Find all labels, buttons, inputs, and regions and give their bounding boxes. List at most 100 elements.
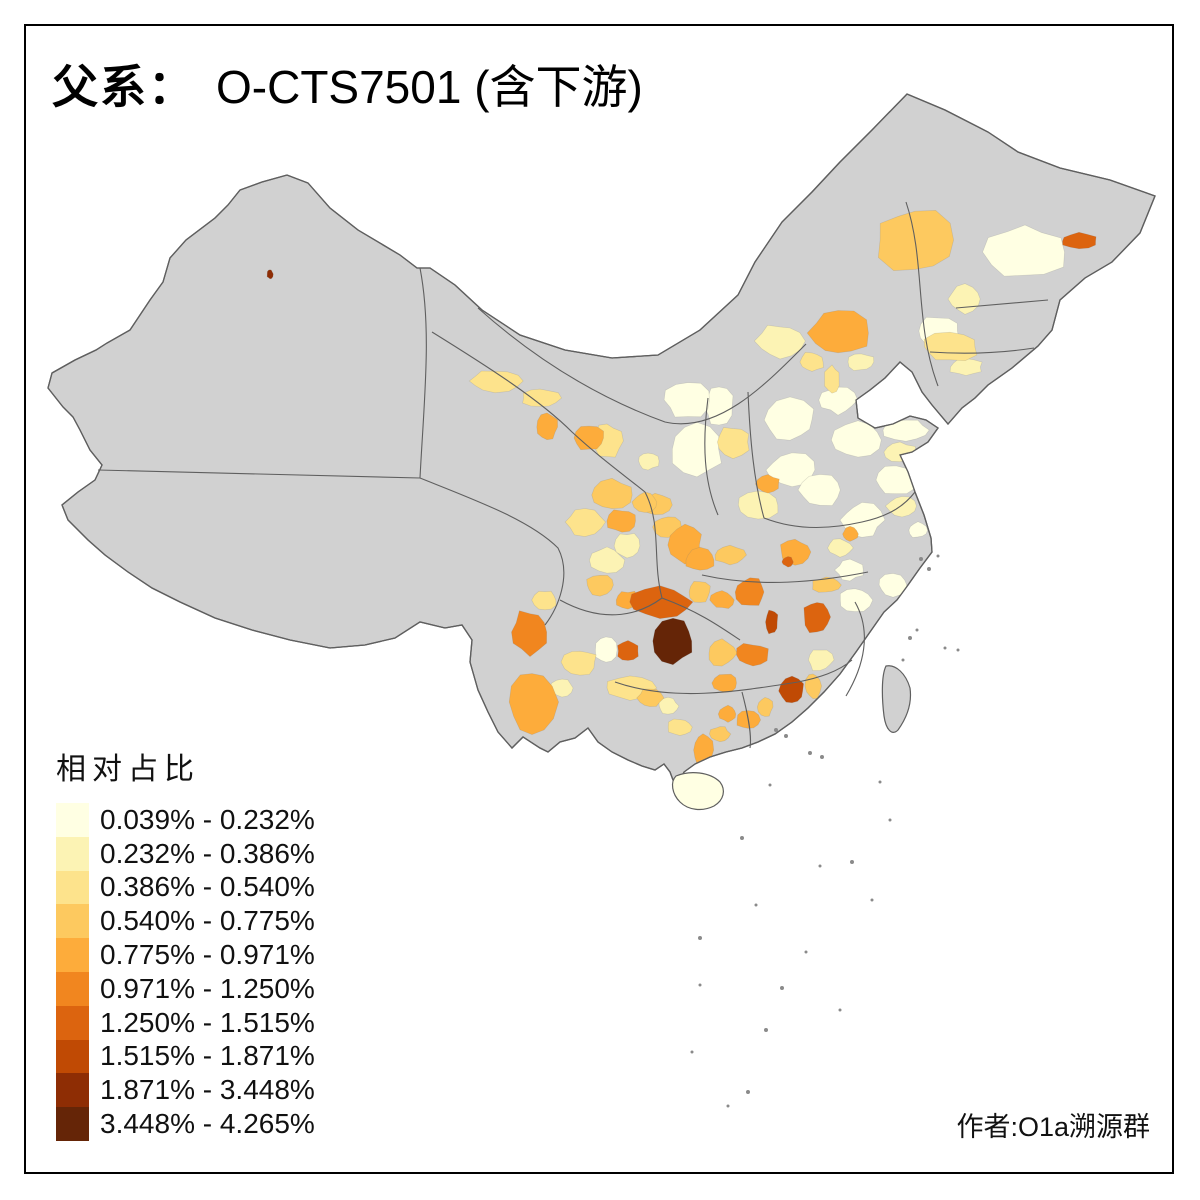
islet bbox=[698, 936, 702, 940]
islet bbox=[726, 1104, 730, 1108]
region-jiangsu-s bbox=[908, 521, 928, 538]
islet bbox=[808, 751, 812, 755]
region-ordos bbox=[663, 382, 710, 418]
legend-row-2: 0.232% - 0.386% bbox=[56, 836, 315, 871]
region-qiandongnan bbox=[708, 638, 738, 667]
region-changsha bbox=[803, 602, 831, 634]
islet bbox=[768, 783, 772, 787]
region-shanxi-c bbox=[717, 427, 750, 460]
islet bbox=[870, 898, 874, 902]
legend-label: 1.250% - 1.515% bbox=[100, 1006, 315, 1038]
islet bbox=[919, 557, 923, 561]
region-xinjiang-spot bbox=[266, 269, 274, 280]
region-puer bbox=[508, 673, 559, 735]
legend-swatch bbox=[56, 870, 89, 905]
region-hebei-e bbox=[818, 386, 859, 416]
region-fujian-w bbox=[855, 651, 883, 673]
legend-row-7: 1.250% - 1.515% bbox=[56, 1005, 315, 1040]
islet bbox=[850, 860, 854, 864]
islet bbox=[784, 734, 788, 738]
legend-swatch bbox=[56, 1073, 89, 1108]
region-leshan bbox=[586, 574, 614, 597]
legend-swatch bbox=[56, 836, 89, 871]
region-hechi bbox=[658, 696, 680, 715]
islet bbox=[927, 567, 931, 571]
legend-label: 0.540% - 0.775% bbox=[100, 905, 315, 937]
legend-label: 0.386% - 0.540% bbox=[100, 871, 315, 903]
islet bbox=[915, 628, 919, 632]
hainan-island bbox=[671, 772, 724, 811]
region-guilin-s bbox=[711, 673, 737, 693]
region-jiangxi-n bbox=[839, 588, 874, 612]
legend-row-10: 3.448% - 4.265% bbox=[56, 1107, 315, 1141]
sea-islets bbox=[690, 554, 960, 1108]
legend-label: 3.448% - 4.265% bbox=[100, 1108, 315, 1140]
region-henan-o bbox=[755, 474, 780, 494]
region-jiangxi-c bbox=[808, 649, 835, 671]
legend-row-1: 0.039% - 0.232% bbox=[56, 803, 315, 837]
legend-swatch bbox=[56, 1005, 89, 1040]
attribution: 作者:O1a溯源群 bbox=[956, 1112, 1150, 1142]
legend-row-8: 1.515% - 1.871% bbox=[56, 1039, 315, 1074]
region-zhangjiakou bbox=[753, 324, 806, 360]
islet bbox=[774, 728, 778, 732]
map-title-chinese: 父系： bbox=[52, 62, 196, 113]
legend-swatch bbox=[56, 1039, 89, 1074]
region-lanzhou bbox=[591, 477, 633, 509]
region-guangdong-e bbox=[805, 703, 837, 723]
legend-row-3: 0.386% - 0.540% bbox=[56, 870, 315, 905]
region-hunan-w bbox=[709, 590, 735, 609]
region-beijing bbox=[799, 351, 824, 372]
region-fujian-n bbox=[874, 620, 891, 635]
region-guiyang bbox=[652, 617, 693, 666]
region-shandong-pen bbox=[882, 419, 930, 442]
region-qujing bbox=[595, 636, 618, 663]
legend-row-4: 0.540% - 0.775% bbox=[56, 904, 315, 939]
taiwan-island bbox=[881, 665, 912, 733]
islet bbox=[690, 1050, 694, 1054]
islet bbox=[936, 554, 940, 558]
islet bbox=[804, 950, 808, 954]
region-nenjiang bbox=[877, 210, 954, 271]
region-hubei-d bbox=[781, 556, 794, 568]
legend-row-9: 1.871% - 3.448% bbox=[56, 1073, 315, 1108]
legend-row-6: 0.971% - 1.250% bbox=[56, 971, 315, 1006]
region-hebei-s bbox=[763, 396, 815, 441]
islet bbox=[956, 648, 960, 652]
legend-label: 0.775% - 0.971% bbox=[100, 939, 315, 971]
region-kunming bbox=[560, 650, 597, 676]
region-guangxi-c bbox=[667, 718, 693, 736]
region-gansu-p bbox=[613, 533, 641, 559]
region-wuzhou bbox=[717, 704, 737, 723]
region-henan-e bbox=[797, 474, 841, 506]
region-jiangsu-n bbox=[875, 465, 916, 495]
region-qinzhou bbox=[709, 726, 732, 743]
legend-swatch bbox=[56, 971, 89, 1006]
map-title: 父系： O-CTS7501 (含下游) bbox=[52, 62, 643, 114]
legend: 相对占比 0.039% - 0.232% 0.232% - 0.386% 0.386… bbox=[56, 744, 315, 1141]
region-tianjin bbox=[824, 364, 840, 394]
region-zhangye bbox=[536, 412, 558, 441]
legend-label: 1.515% - 1.871% bbox=[100, 1040, 315, 1072]
region-jiangsu-c bbox=[884, 496, 917, 518]
islet bbox=[740, 836, 744, 840]
islet bbox=[878, 780, 882, 784]
region-zunyi-e bbox=[688, 581, 711, 603]
china-outline bbox=[47, 93, 1156, 790]
legend-label: 1.871% - 3.448% bbox=[100, 1074, 315, 1106]
region-harbin bbox=[982, 224, 1065, 277]
islet bbox=[818, 864, 822, 868]
region-hubei-e bbox=[834, 558, 864, 582]
islet bbox=[764, 1028, 768, 1032]
islet bbox=[943, 646, 947, 650]
region-nanning bbox=[636, 688, 665, 707]
region-chongqing bbox=[685, 546, 715, 571]
islet bbox=[908, 636, 912, 640]
islet bbox=[901, 658, 905, 662]
region-guangzhou bbox=[736, 710, 761, 729]
region-hubei-w bbox=[714, 544, 747, 566]
map-title-haplogroup: O-CTS7501 (含下游) bbox=[216, 61, 643, 113]
region-chengdu bbox=[606, 509, 636, 533]
